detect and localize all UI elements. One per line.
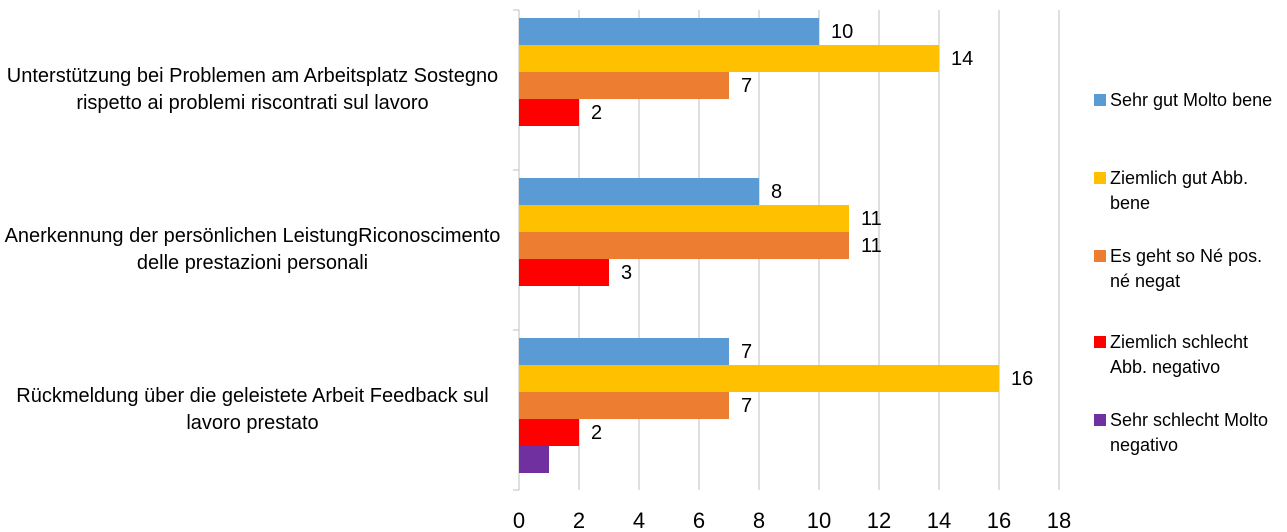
data-label: 3 bbox=[621, 262, 632, 284]
x-tick-label: 14 bbox=[927, 508, 951, 532]
bar bbox=[519, 446, 549, 473]
legend-swatch bbox=[1094, 250, 1106, 262]
bar bbox=[519, 232, 849, 259]
data-label: 2 bbox=[591, 422, 602, 444]
data-label: 10 bbox=[831, 21, 853, 43]
legend-text: Es geht so Né pos. né negat bbox=[1110, 246, 1263, 291]
legend-item: Ziemlich schlecht Abb. negativo bbox=[1094, 330, 1280, 380]
legend-item: Es geht so Né pos. né negat bbox=[1094, 244, 1280, 294]
legend-text: Sehr schlecht Molto negativo bbox=[1110, 410, 1269, 455]
x-tick-label: 4 bbox=[633, 508, 645, 532]
legend-swatch bbox=[1094, 414, 1106, 426]
category-label: Anerkennung der persönlichen LeistungRic… bbox=[4, 225, 501, 274]
data-label: 7 bbox=[741, 395, 752, 417]
data-label: 8 bbox=[771, 181, 782, 203]
x-tick-label: 8 bbox=[753, 508, 765, 532]
data-label: 11 bbox=[861, 235, 882, 257]
x-tick-label: 18 bbox=[1047, 508, 1071, 532]
x-tick-label: 0 bbox=[513, 508, 525, 532]
bar bbox=[519, 178, 759, 205]
category-label: Unterstützung bei Problemen am Arbeitspl… bbox=[6, 65, 499, 114]
category-label: Rückmeldung über die geleistete Arbeit F… bbox=[16, 385, 489, 434]
legend-swatch bbox=[1094, 172, 1106, 184]
bar bbox=[519, 419, 579, 446]
x-tick-label: 16 bbox=[987, 508, 1011, 532]
legend-text: Ziemlich schlecht Abb. negativo bbox=[1110, 332, 1249, 377]
bar bbox=[519, 18, 819, 45]
x-tick-label: 6 bbox=[693, 508, 705, 532]
legend-text: Sehr gut Molto bene bbox=[1110, 90, 1273, 110]
data-label: 7 bbox=[741, 341, 752, 363]
x-tick-label: 10 bbox=[807, 508, 831, 532]
x-tick-label: 2 bbox=[573, 508, 585, 532]
bar bbox=[519, 365, 999, 392]
legend-swatch bbox=[1094, 94, 1106, 106]
bar bbox=[519, 99, 579, 126]
legend-item: Sehr schlecht Molto negativo bbox=[1094, 408, 1280, 458]
data-label: 7 bbox=[741, 75, 752, 97]
data-label: 11 bbox=[861, 208, 882, 230]
bar bbox=[519, 338, 729, 365]
bar bbox=[519, 205, 849, 232]
data-label: 2 bbox=[591, 102, 602, 124]
bar bbox=[519, 72, 729, 99]
legend-swatch bbox=[1094, 336, 1106, 348]
legend-item: Ziemlich gut Abb. bene bbox=[1094, 166, 1280, 216]
x-tick-label: 12 bbox=[867, 508, 891, 532]
bar bbox=[519, 392, 729, 419]
bar bbox=[519, 45, 939, 72]
bar bbox=[519, 259, 609, 286]
legend-item: Sehr gut Molto bene bbox=[1094, 88, 1280, 113]
legend-text: Ziemlich gut Abb. bene bbox=[1110, 168, 1249, 213]
data-label: 14 bbox=[951, 48, 973, 70]
data-label: 16 bbox=[1011, 368, 1033, 390]
